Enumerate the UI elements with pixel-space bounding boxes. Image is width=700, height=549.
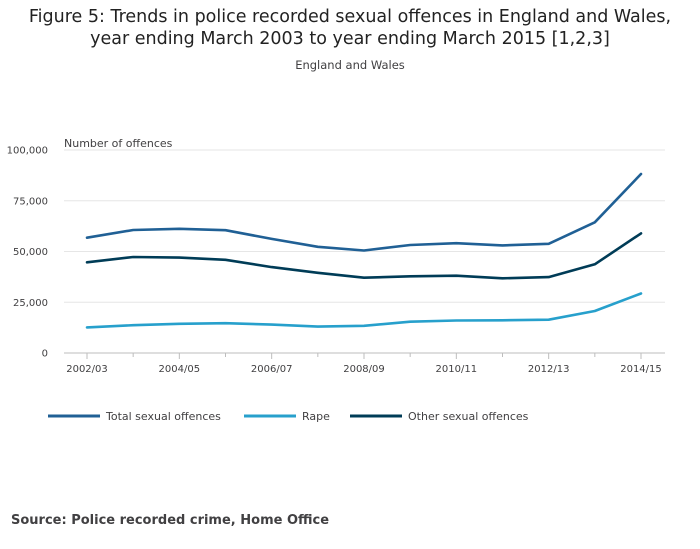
x-tick-label: 2010/11 <box>436 364 478 375</box>
legend-label: Rape <box>302 410 330 423</box>
chart-title-line-1: Figure 5: Trends in police recorded sexu… <box>28 7 672 27</box>
x-tick-label: 2004/05 <box>159 364 201 375</box>
y-tick-label: 25,000 <box>13 298 48 309</box>
y-tick-label: 100,000 <box>7 146 48 157</box>
y-tick-label: 0 <box>42 349 48 360</box>
series-line-other-sexual-offences <box>85 232 643 280</box>
chart-title: Figure 5: Trends in police recorded sexu… <box>0 6 700 50</box>
chart-title-line-2: year ending March 2003 to year ending Ma… <box>90 29 610 49</box>
legend-label: Other sexual offences <box>408 410 529 423</box>
legend: Total sexual offences Rape Other sexual of… <box>48 410 529 423</box>
y-axis-label: Number of offences <box>64 137 173 150</box>
x-tick-label: 2008/09 <box>343 364 385 375</box>
line-chart: 0 25,000 50,000 75,000 100,000 Number of off… <box>7 137 665 423</box>
legend-label: Total sexual offences <box>105 410 221 423</box>
gridlines <box>64 149 665 303</box>
source-note: Source: Police recorded crime, Home Offi… <box>11 513 330 528</box>
y-tick-label: 75,000 <box>13 196 48 207</box>
x-tick-label: 2006/07 <box>251 364 293 375</box>
series-line-rape <box>85 292 643 329</box>
series-line-total-sexual-offences <box>85 172 643 252</box>
x-tick-label: 2012/13 <box>528 364 570 375</box>
y-axis-ticks: 0 25,000 50,000 75,000 100,000 <box>7 146 48 360</box>
y-tick-label: 50,000 <box>13 247 48 258</box>
x-tick-label: 2014/15 <box>620 364 662 375</box>
series-lines <box>85 172 643 329</box>
chart-subtitle: England and Wales <box>295 58 405 72</box>
x-axis: 2002/03 2004/05 2006/07 2008/09 2010/11 2012/… <box>64 352 665 375</box>
x-tick-label: 2002/03 <box>66 364 108 375</box>
